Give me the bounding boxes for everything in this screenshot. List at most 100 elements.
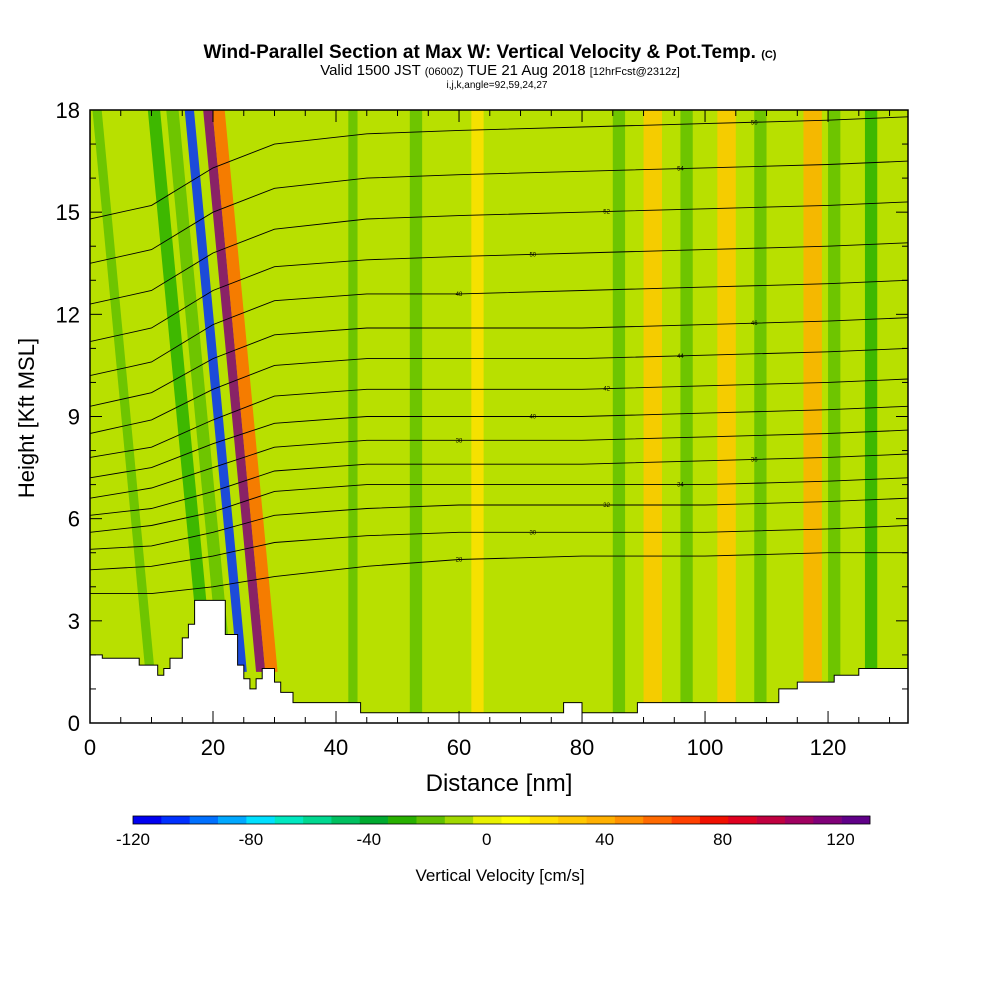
- y-tick-label: 3: [68, 609, 80, 634]
- theta-contour-30: [90, 525, 908, 571]
- colorbar-swatch: [813, 816, 842, 824]
- theta-contour-label: 28: [456, 558, 463, 564]
- x-tick-label: 80: [570, 735, 594, 760]
- w-band-12: [717, 110, 736, 723]
- colorbar-tick-label: 80: [713, 830, 732, 849]
- theta-contour-52: [90, 201, 908, 305]
- theta-contour-label: 30: [529, 530, 536, 536]
- theta-contour-56: [90, 116, 908, 220]
- theta-contour-50: [90, 242, 908, 343]
- y-tick-label: 15: [56, 200, 80, 225]
- w-band-15: [828, 110, 841, 723]
- colorbar-swatch: [529, 816, 559, 824]
- x-tick-label: 60: [447, 735, 471, 760]
- theta-contour-label: 50: [529, 252, 536, 258]
- theta-contour-label: 52: [603, 209, 610, 215]
- x-tick-label: 20: [201, 735, 225, 760]
- colorbar-swatch: [614, 816, 644, 824]
- w-band-9: [612, 110, 626, 723]
- colorbar-swatch: [303, 816, 332, 824]
- colorbar-swatch: [671, 816, 701, 824]
- theta-contour-38: [90, 429, 908, 499]
- colorbar-tick-label: 120: [826, 830, 854, 849]
- colorbar-tick-label: -120: [116, 830, 150, 849]
- x-tick-label: 120: [810, 735, 847, 760]
- colorbar: -120 -80 -40 0 40 80 120: [116, 815, 871, 849]
- theta-contour-label: 48: [456, 292, 463, 298]
- x-tick-label: 40: [324, 735, 348, 760]
- colorbar-swatch: [699, 816, 729, 824]
- colorbar-swatch: [246, 816, 276, 824]
- chart-title: Wind-Parallel Section at Max W: Vertical…: [204, 42, 777, 63]
- w-band-10: [643, 110, 662, 723]
- theta-contour-40: [90, 405, 908, 479]
- theta-contour-label: 36: [751, 457, 758, 463]
- colorbar-swatch: [841, 816, 871, 824]
- colorbar-swatch: [558, 816, 587, 824]
- colorbar-label: Vertical Velocity [cm/s]: [415, 866, 584, 885]
- colorbar-swatch: [473, 816, 502, 824]
- colorbar-swatch: [501, 816, 531, 824]
- chart-subtitle: Valid 1500 JST (0600Z) TUE 21 Aug 2018 […: [320, 62, 680, 79]
- x-tick-label: 0: [84, 735, 96, 760]
- w-band-16: [864, 110, 878, 723]
- colorbar-tick-label: -40: [357, 830, 382, 849]
- colorbar-swatch: [331, 816, 361, 824]
- x-tick-label: 100: [687, 735, 724, 760]
- w-band-11: [680, 110, 693, 723]
- chart-indices: i,j,k,angle=92,59,24,27: [447, 80, 548, 91]
- y-tick-label: 12: [56, 302, 80, 327]
- colorbar-swatch: [388, 816, 417, 824]
- w-band-0: [184, 110, 247, 672]
- colorbar-swatch: [189, 816, 219, 824]
- y-tick-label: 0: [68, 711, 80, 736]
- axis-ticks: [89, 109, 908, 724]
- theta-contour-label: 40: [529, 415, 536, 421]
- colorbar-swatch: [359, 816, 389, 824]
- theta-contour-44: [90, 347, 908, 434]
- colorbar-swatch: [444, 816, 474, 824]
- w-band-6: [348, 110, 358, 723]
- theta-contour-46: [90, 317, 908, 407]
- colorbar-swatch: [416, 816, 446, 824]
- theta-contour-34: [90, 477, 908, 533]
- colorbar-frame: [132, 815, 871, 825]
- colorbar-swatch: [274, 816, 304, 824]
- theta-contour-32: [90, 497, 908, 550]
- colorbar-swatch: [784, 816, 814, 824]
- y-tick-labels: 0 3 6 9 12 15 18: [56, 98, 80, 736]
- w-band-14: [803, 110, 822, 723]
- chart-title-text: Wind-Parallel Section at Max W: Vertical…: [204, 42, 756, 63]
- w-band-13: [754, 110, 767, 723]
- colorbar-swatch: [586, 816, 616, 824]
- y-tick-label: 9: [68, 405, 80, 430]
- theta-contour-36: [90, 453, 908, 516]
- x-axis-label: Distance [nm]: [426, 770, 573, 797]
- theta-contour-label: 34: [677, 483, 684, 489]
- subtitle-date: TUE 21 Aug 2018: [463, 62, 589, 79]
- subtitle-valid: Valid 1500 JST: [320, 62, 425, 79]
- colorbar-swatch: [161, 816, 190, 824]
- theta-contour-54: [90, 160, 908, 264]
- colorbar-swatch: [218, 816, 247, 824]
- chart-title-badge: (C): [761, 49, 777, 61]
- colorbar-tick-label: 0: [482, 830, 491, 849]
- y-tick-label: 6: [68, 507, 80, 532]
- subtitle-utc: (0600Z): [425, 66, 464, 78]
- theta-contour-42: [90, 378, 908, 458]
- colorbar-swatch: [643, 816, 672, 824]
- w-band-5: [92, 110, 155, 672]
- plot-area: 28 30 32 34 36 38 40 42 44 46 48 50 52 54 56: [90, 110, 908, 723]
- terrain-mask: [90, 599, 908, 723]
- theta-contour-label: 44: [677, 354, 684, 360]
- subtitle-forecast: [12hrFcst@2312z]: [590, 66, 680, 78]
- theta-contour-label: 42: [603, 387, 610, 393]
- x-tick-labels: 0 20 40 60 80 100 120: [84, 735, 847, 760]
- colorbar-tick-label: 40: [595, 830, 614, 849]
- colorbar-swatch: [133, 816, 162, 824]
- y-axis-label: Height [Kft MSL]: [14, 338, 39, 498]
- colorbar-tick-label: -80: [239, 830, 264, 849]
- theta-contour-48: [90, 279, 908, 377]
